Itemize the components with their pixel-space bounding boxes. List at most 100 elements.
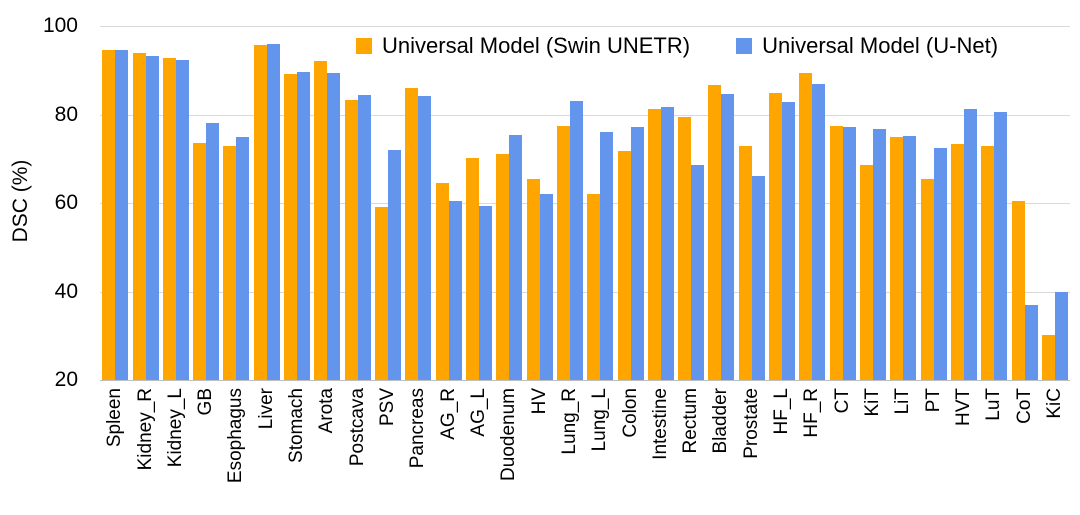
bar-swin-unetr (405, 87, 419, 380)
x-tick-label-text: Intestine (649, 388, 671, 460)
bar-swin-unetr (102, 49, 116, 380)
x-tick-label-text: Bladder (710, 388, 732, 454)
bar-swin-unetr (465, 157, 479, 380)
y-tick-label: 60 (54, 191, 78, 214)
bar-swin-unetr (375, 207, 388, 380)
bar-swin-unetr (617, 151, 631, 380)
x-tick-label: PT (923, 388, 948, 412)
x-tick-label-text: HV (528, 388, 550, 415)
bar-unet (1054, 292, 1068, 380)
x-tick-label-text: PSV (377, 388, 398, 427)
bar-swin-unetr (496, 154, 510, 380)
bar-unet (569, 100, 583, 380)
bar-unet (175, 59, 189, 380)
bar-swin-unetr (556, 126, 570, 380)
bar-unet (418, 95, 432, 380)
x-tick-label-text: Spleen (104, 388, 126, 448)
bar-unet (388, 150, 401, 380)
bar-swin-unetr (1011, 200, 1025, 380)
bar-swin-unetr (738, 146, 752, 380)
x-tick-label-text: GB (195, 388, 217, 416)
x-tick-label-text: LiT (892, 388, 914, 415)
x-tick-label-text: AG_L (467, 388, 489, 437)
x-tick-label-text: KiC (1043, 388, 1065, 419)
gridline (100, 292, 1070, 293)
bar-swin-unetr (162, 58, 176, 380)
bar-swin-unetr (132, 52, 146, 380)
legend: Universal Model (Swin UNETR) Universal M… (356, 33, 998, 59)
bar-unet (206, 123, 220, 380)
bar-swin-unetr (314, 61, 328, 380)
x-tick-label-text: Lung_L (589, 388, 611, 452)
x-tick-label-text: Kidney_R (134, 388, 156, 471)
bar-swin-unetr (678, 117, 692, 380)
bar-unet (448, 201, 462, 380)
x-tick-label-text: PT (922, 388, 944, 413)
x-tick-label-text: Rectum (680, 388, 702, 454)
x-tick-label: LuT (983, 388, 1017, 421)
x-tick-label-text: Kidney_L (164, 388, 186, 468)
legend-swatch-swin-unetr-icon (356, 38, 372, 54)
bar-unet (509, 134, 523, 380)
x-tick-label: LiT (892, 388, 919, 414)
x-tick-label-text: Duodenum (498, 388, 520, 481)
bar-swin-unetr (253, 45, 267, 380)
bar-unet (873, 128, 886, 380)
bar-swin-unetr (860, 164, 873, 380)
x-tick-label-text: Stomach (286, 388, 307, 463)
bar-unet (1024, 305, 1038, 380)
x-tick-label: HV (529, 388, 556, 414)
bar-swin-unetr (920, 179, 934, 380)
bar-swin-unetr (587, 193, 601, 380)
bar-unet (539, 193, 553, 380)
bar-unet (297, 71, 310, 380)
x-tick-label: KiT (862, 388, 892, 417)
x-tick-label-text: Lung_R (558, 388, 580, 455)
bar-unet (327, 73, 341, 380)
gridline (100, 203, 1070, 204)
bar-unet (903, 136, 917, 380)
bar-unet (236, 137, 250, 380)
bar-unet (933, 147, 947, 380)
x-tick-label-text: Liver (255, 388, 277, 430)
x-tick-label-text: Esophagus (225, 388, 247, 484)
bar-swin-unetr (647, 109, 661, 380)
bar-swin-unetr (890, 137, 904, 380)
x-tick-label-text: Postcava (346, 388, 368, 467)
bar-swin-unetr (284, 74, 297, 380)
x-tick-label-text: HVT (952, 388, 974, 426)
gridline (100, 26, 1070, 27)
legend-label-unet: Universal Model (U-Net) (762, 33, 999, 58)
bar-swin-unetr (223, 146, 237, 380)
bar-unet (660, 106, 674, 380)
bar-swin-unetr (829, 126, 843, 380)
bar-unet (115, 49, 129, 380)
bar-unet (266, 44, 280, 380)
bar-swin-unetr (769, 93, 782, 380)
x-tick-label-text: Colon (619, 388, 641, 438)
x-tick-label: CT (832, 388, 858, 413)
x-tick-label: KiC (1044, 388, 1076, 419)
x-tick-label-text: Arota (316, 388, 338, 434)
x-tick-label-text: LuT (983, 388, 1005, 421)
bar-unet (600, 132, 614, 380)
bar-unet (812, 84, 826, 380)
y-tick-label: 80 (54, 103, 78, 126)
legend-swatch-unet-icon (736, 38, 753, 54)
x-tick-label-text: HF_L (771, 388, 792, 435)
bar-unet (721, 94, 735, 380)
bar-unet (751, 176, 765, 380)
bar-swin-unetr (435, 182, 449, 380)
bar-swin-unetr (344, 99, 358, 380)
bar-swin-unetr (1041, 334, 1055, 380)
y-tick-label: 100 (42, 14, 78, 37)
bar-unet (782, 102, 795, 380)
y-tick-label: 20 (54, 368, 78, 391)
bar-swin-unetr (708, 85, 722, 380)
legend-item-unet: Universal Model (U-Net) (736, 33, 998, 59)
x-tick-label: GB (195, 388, 223, 415)
x-tick-label-text: HF_R (801, 388, 823, 438)
bar-unet (691, 165, 705, 380)
x-tick-label-text: Prostate (740, 388, 762, 459)
